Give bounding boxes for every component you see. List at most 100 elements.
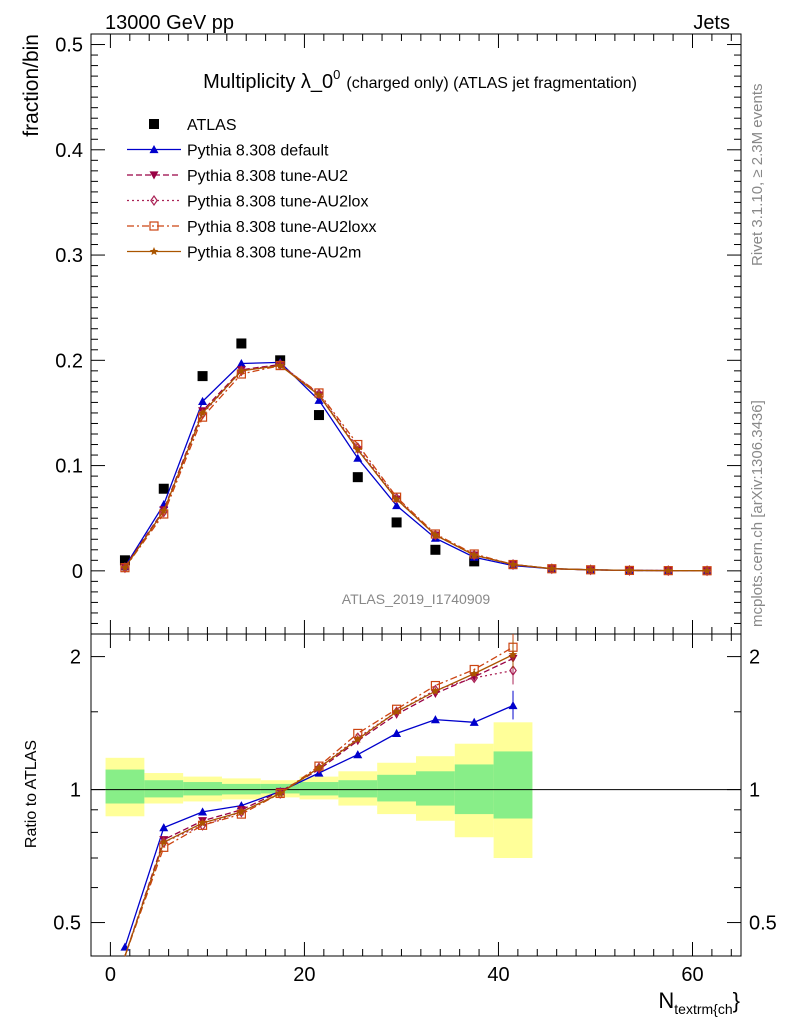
legend-entry: ATLAS [149, 117, 237, 134]
series-line [124, 364, 708, 572]
ratio-point [159, 837, 168, 846]
main-title-sup: 0 [333, 67, 340, 82]
main-title: Multiplicity λ_00 (charged only) (ATLAS j… [203, 67, 637, 93]
data-point [197, 371, 208, 382]
data-point [430, 544, 441, 555]
rivet-label: Rivet 3.1.10, ≥ 2.3M events [749, 84, 766, 267]
data-point [702, 566, 712, 575]
ratio-point [314, 763, 324, 772]
legend-marker [149, 119, 159, 129]
legend-entry: Pythia 8.308 tune-AU2 [127, 168, 348, 185]
series-1 [120, 357, 712, 575]
x-tick-label: 40 [487, 964, 509, 986]
data-point [586, 565, 595, 574]
legend-entry: Pythia 8.308 tune-AU2lox [127, 194, 368, 211]
data-point [392, 494, 401, 503]
data-point [353, 453, 363, 462]
ratio-ytick-label-right: 0.5 [749, 913, 777, 935]
ratio-point [353, 734, 363, 743]
data-point [275, 361, 285, 370]
ratio-ytick-label: 0.5 [53, 913, 81, 935]
legend-entry: Pythia 8.308 tune-AU2m [127, 245, 361, 262]
legend: ATLAS Pythia 8.308 default Pythia 8.308 tu… [127, 117, 376, 262]
data-point [625, 565, 634, 575]
legend-label: Pythia 8.308 tune-AU2loxx [187, 219, 376, 236]
ratio-bands [105, 722, 533, 859]
ratio-point [431, 686, 440, 695]
series-5 [120, 361, 712, 575]
main-series [119, 338, 712, 577]
data-point [391, 517, 402, 528]
ratio-point [237, 807, 246, 816]
header-left: 13000 GeV pp [105, 12, 234, 34]
band-green [299, 782, 339, 796]
ratio-ytick-label: 2 [70, 647, 81, 669]
x-axis-label-main: N [658, 988, 674, 1013]
main-ytick-label: 0.3 [55, 245, 83, 267]
series-line [124, 363, 708, 572]
legend-marker [149, 145, 159, 154]
data-point [314, 395, 324, 404]
x-axis-label-sub: textrm{ch [674, 1001, 732, 1017]
data-point [315, 388, 323, 400]
band-green [416, 771, 455, 806]
data-point [392, 501, 402, 510]
ratio-ytick-label-right: 1 [749, 780, 760, 802]
series-2 [120, 360, 712, 576]
x-tick-label: 20 [293, 964, 315, 986]
mcplots-label: mcplots.cern.ch [arXiv:1306.3436] [749, 400, 766, 627]
main-title-text: Multiplicity λ_0 [203, 71, 333, 93]
ratio-series [120, 634, 518, 957]
data-point [664, 566, 673, 575]
data-point [469, 550, 479, 559]
series-line [124, 364, 708, 572]
header-right: Jets [693, 12, 730, 34]
data-point [314, 390, 324, 399]
x-tick-label: 60 [681, 964, 703, 986]
legend-label: Pythia 8.308 default [187, 143, 329, 160]
data-point [237, 366, 246, 375]
ratio-point [430, 715, 440, 724]
data-point [198, 408, 207, 417]
legend-marker [150, 194, 158, 207]
x-axis-label-suffix: } [733, 988, 740, 1013]
data-point [469, 556, 480, 567]
band-green [338, 780, 378, 798]
ratio-ytick-label-right: 2 [749, 647, 760, 669]
main-ytick-label: 0.2 [55, 350, 83, 372]
band-green [493, 751, 533, 819]
band-green [183, 782, 222, 796]
series-0 [119, 338, 480, 567]
band-green [144, 780, 184, 798]
legend-label: Pythia 8.308 tune-AU2m [187, 245, 361, 262]
ratio-line [124, 704, 514, 948]
ratio-ylabel: Ratio to ATLAS [23, 740, 40, 848]
main-ylabel: fraction/bin [20, 34, 43, 137]
data-point [508, 560, 518, 569]
ratio-series-4 [124, 639, 518, 957]
ratio-point [159, 823, 169, 832]
ratio-point [198, 807, 208, 816]
data-point [236, 338, 247, 349]
data-point [120, 563, 130, 572]
series-4 [120, 360, 712, 576]
series-3 [121, 358, 711, 577]
main-title-suffix: (charged only) (ATLAS jet fragmentation) [346, 75, 637, 92]
data-point [198, 396, 208, 405]
legend-label: Pythia 8.308 tune-AU2 [187, 168, 348, 185]
data-point [469, 549, 479, 559]
ratio-point [392, 707, 401, 716]
ratio-ytick-label: 1 [70, 780, 81, 802]
data-point [159, 506, 168, 515]
data-point [431, 530, 440, 539]
series-line [124, 361, 708, 572]
data-point [353, 445, 363, 454]
main-ytick-label: 0 [72, 561, 83, 583]
legend-entry: Pythia 8.308 default [127, 143, 329, 160]
legend-label: Pythia 8.308 tune-AU2lox [187, 194, 368, 211]
data-point [313, 410, 324, 421]
legend-entry: Pythia 8.308 tune-AU2loxx [127, 219, 376, 236]
main-ytick-label: 0.4 [55, 140, 83, 162]
data-point [158, 483, 169, 494]
